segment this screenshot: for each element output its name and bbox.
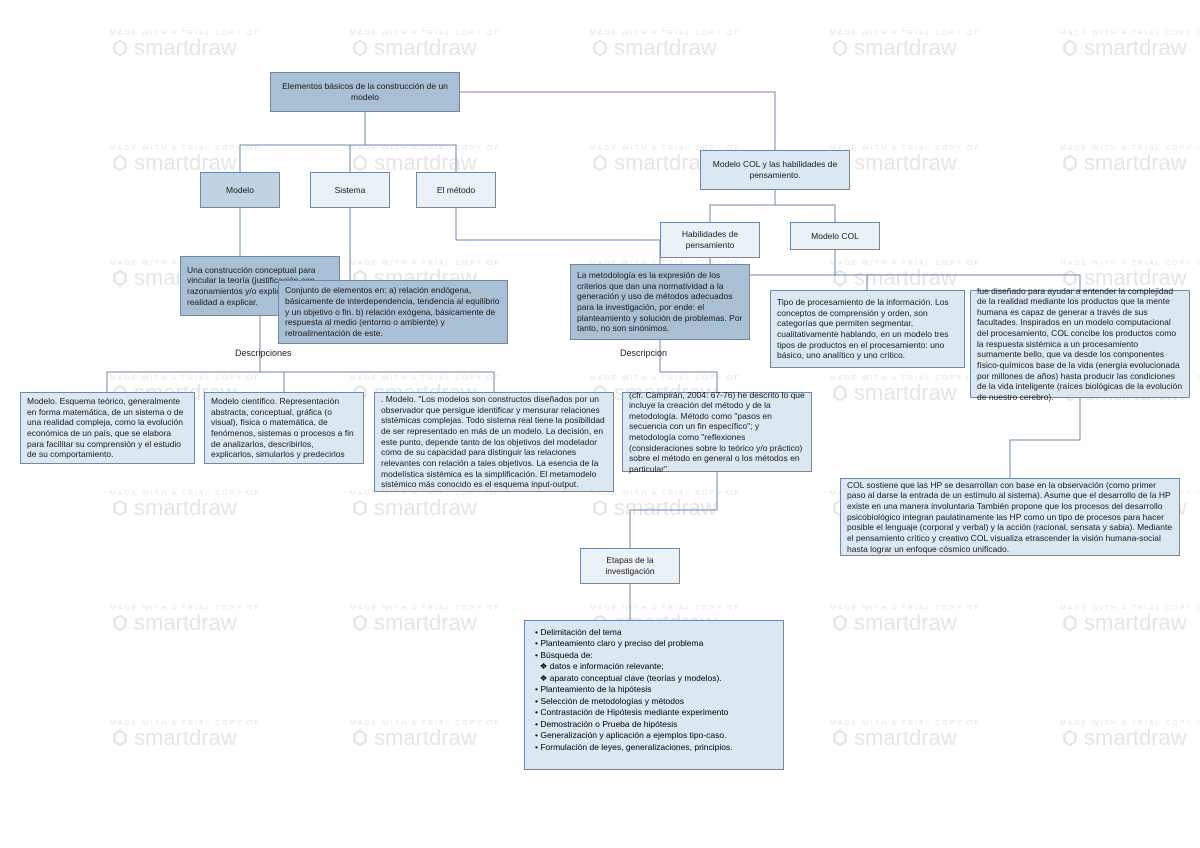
lbl_descripciones: Descripciones: [235, 348, 292, 358]
node-metodo: El método: [416, 172, 496, 208]
edge-modelo_col_hab-hab_pens: [710, 190, 775, 222]
node-modelo: Modelo: [200, 172, 280, 208]
edge-metodo_def-desc4: [660, 340, 717, 392]
etapas-item: ❖ datos e información relevante;: [535, 661, 773, 672]
edge-root-modelo_col_hab: [460, 92, 775, 150]
etapas-item: • Delimitación del tema: [535, 627, 773, 638]
node-hab_def: Tipo de procesamiento de la información.…: [770, 290, 965, 368]
node-desc1: Modelo. Esquema teórico, generalmente en…: [20, 392, 195, 464]
node-desc3: . Modelo. "Los modelos son constructos d…: [374, 392, 614, 492]
edge-root-modelo: [240, 112, 365, 172]
etapas-item: • Planteamiento claro y preciso del prob…: [535, 638, 773, 649]
etapas-item: • Demostración o Prueba de hipótesis: [535, 719, 773, 730]
node-desc4: (cfr. Campirán, 2004: 67-76) he descrito…: [622, 392, 812, 472]
edge-modelo_col-col_def: [835, 250, 1080, 290]
edge-root-sistema: [350, 112, 365, 172]
etapas-item: • Planteamiento de la hipótesis: [535, 684, 773, 695]
edge-desc4-etapas: [630, 472, 717, 548]
node-sistema_def: Conjunto de elementos en: a) relación en…: [278, 280, 508, 344]
edge-col_def-col_hp: [1010, 398, 1080, 478]
etapas-item: • Contrastación de Hipótesis mediante ex…: [535, 707, 773, 718]
edge-root-metodo: [365, 112, 456, 172]
node-etapas: Etapas de la investigación: [580, 548, 680, 584]
lbl_descripcion: Descripcion: [620, 348, 667, 358]
etapas-item: • Búsqueda de:: [535, 650, 773, 661]
node-col_hp: COL sostiene que las HP se desarrollan c…: [840, 478, 1180, 556]
node-desc2: Modelo científico. Representación abstra…: [204, 392, 364, 464]
etapas-item: • Generalización y aplicación a ejemplos…: [535, 730, 773, 741]
node-modelo_col: Modelo COL: [790, 222, 880, 250]
node-root: Elementos básicos de la construcción de …: [270, 72, 460, 112]
node-sistema: Sistema: [310, 172, 390, 208]
node-modelo_col_hab: Modelo COL y las habilidades de pensamie…: [700, 150, 850, 190]
node-col_def: fue diseñado para ayudar a entender la c…: [970, 290, 1190, 398]
etapas-list: • Delimitación del tema• Planteamiento c…: [524, 620, 784, 770]
etapas-item: ❖ aparato conceptual clave (teorías y mo…: [535, 673, 773, 684]
edge-metodo-metodo_def: [456, 208, 660, 264]
etapas-item: • Formulación de leyes, generalizaciones…: [535, 742, 773, 753]
etapas-item: • Selección de metodologías y métodos: [535, 696, 773, 707]
edge-modelo_col_hab-modelo_col: [775, 190, 835, 222]
node-hab_pens: Habilidades de pensamiento: [660, 222, 760, 258]
node-metodo_def: La metodología es la expresión de los cr…: [570, 264, 750, 340]
